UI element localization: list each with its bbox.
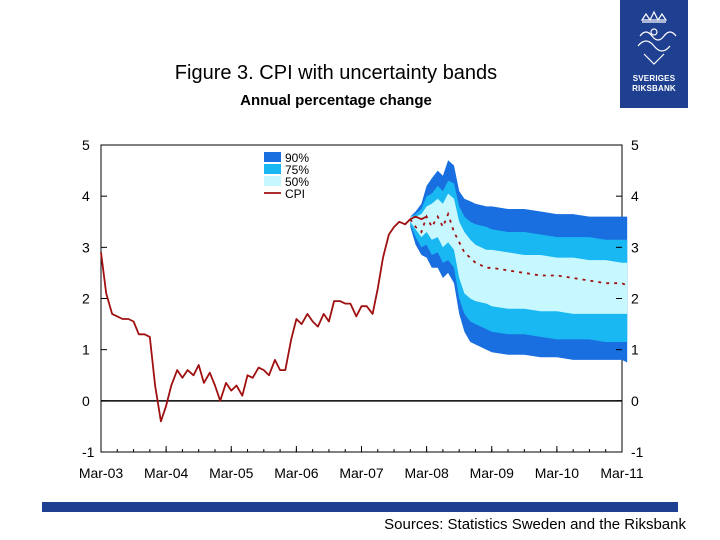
x-tick-label: Mar-05	[209, 465, 254, 481]
y-tick-label-right: 5	[631, 137, 639, 153]
x-tick-label: Mar-04	[144, 465, 189, 481]
y-tick-label-left: 0	[82, 393, 90, 409]
legend-label: 75%	[285, 163, 309, 177]
y-tick-label-right: 2	[631, 291, 639, 307]
y-tick-label-left: 4	[82, 188, 90, 204]
y-tick-label-right: -1	[631, 444, 644, 460]
y-tick-label-right: 4	[631, 188, 639, 204]
legend-label: CPI	[285, 187, 305, 201]
legend-label: 50%	[285, 175, 309, 189]
y-tick-label-left: -1	[82, 444, 95, 460]
x-tick-label: Mar-11	[600, 465, 644, 481]
x-tick-label: Mar-09	[470, 465, 515, 481]
page-title: Figure 3. CPI with uncertainty bands	[174, 62, 498, 84]
x-tick-label: Mar-03	[79, 465, 124, 481]
x-tick-label: Mar-06	[274, 465, 319, 481]
y-tick-label-left: 1	[82, 342, 90, 358]
logo-line1: SVERIGES	[632, 74, 676, 83]
source-note: Sources: Statistics Sweden and the Riksb…	[384, 516, 686, 533]
logo-line2: RIKSBANK	[632, 84, 676, 93]
y-tick-label-right: 1	[631, 342, 639, 358]
y-tick-label-right: 0	[631, 393, 639, 409]
legend-swatch-90	[264, 152, 281, 162]
band-50-area	[410, 193, 628, 314]
cpi-forecast-line	[409, 211, 628, 287]
y-tick-label-right: 3	[631, 239, 639, 255]
riksbank-logo: SVERIGES RIKSBANK	[620, 0, 688, 108]
x-tick-label: Mar-08	[404, 465, 449, 481]
legend-label: 90%	[285, 151, 309, 165]
cpi-line	[100, 215, 428, 423]
x-tick-label: Mar-10	[535, 465, 580, 481]
chart-subtitle: Annual percentage change	[240, 92, 432, 109]
crown-emblem-icon	[637, 10, 677, 65]
y-tick-label-left: 5	[82, 137, 90, 153]
x-tick-label: Mar-07	[339, 465, 384, 481]
legend-swatch-75	[264, 164, 281, 174]
y-tick-label-left: 2	[82, 291, 90, 307]
footer-bar	[42, 502, 678, 512]
y-tick-label-left: 3	[82, 239, 90, 255]
legend-swatch-50	[264, 176, 281, 186]
